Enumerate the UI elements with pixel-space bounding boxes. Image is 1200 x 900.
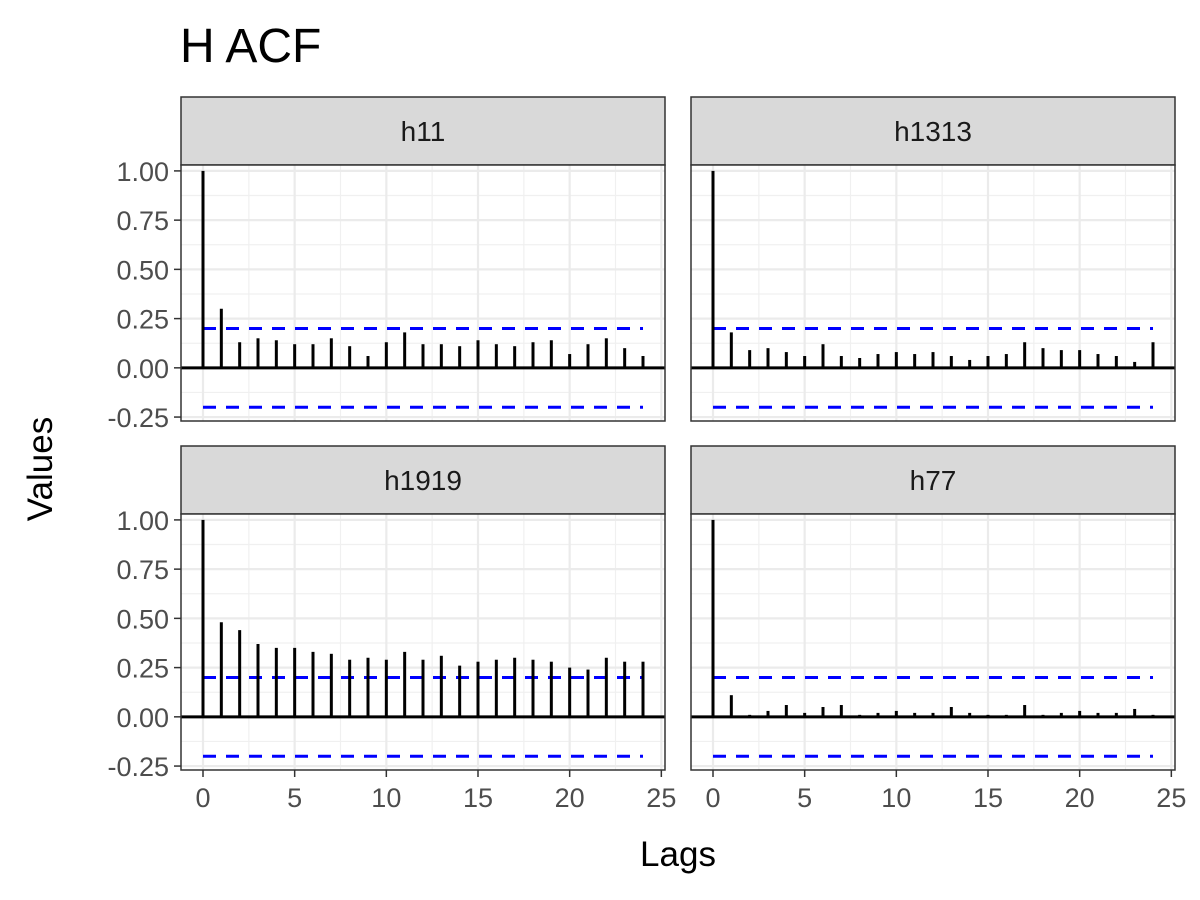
panel-border <box>180 164 666 422</box>
strip-header <box>180 445 666 515</box>
strip-label: h1313 <box>894 116 972 147</box>
y-axis-title: Values <box>21 417 60 521</box>
y-tick-label: 0.00 <box>116 703 169 733</box>
y-tick-label: 0.25 <box>116 305 169 335</box>
y-tick-label: 0.75 <box>116 555 169 585</box>
strip-header <box>180 96 666 166</box>
strip-header <box>690 445 1176 515</box>
chart-title: H ACF <box>180 20 321 73</box>
y-tick-label: -0.25 <box>107 403 169 433</box>
y-tick-label: 0.25 <box>116 654 169 684</box>
x-tick-label: 5 <box>797 783 812 813</box>
x-tick-label: 0 <box>195 783 210 813</box>
y-tick-label: 1.00 <box>116 506 169 536</box>
facet-panels: h11 -0.25 0.00 0.25 0.50 0.75 1.00 h1313 h1919 -0… <box>107 96 1186 813</box>
strip-label: h1919 <box>384 465 462 496</box>
x-tick-label: 0 <box>705 783 720 813</box>
panel-background <box>181 514 665 770</box>
x-tick-label: 20 <box>555 783 585 813</box>
panel-border <box>180 513 666 771</box>
strip-header <box>690 96 1176 166</box>
panel-background <box>181 165 665 421</box>
panel-border <box>690 164 1176 422</box>
panel-background <box>691 165 1175 421</box>
facet-panel-h11: h11 -0.25 0.00 0.25 0.50 0.75 1.00 <box>107 96 666 433</box>
x-tick-label: 15 <box>463 783 493 813</box>
y-tick-label: 0.50 <box>116 604 169 634</box>
x-axis-title: Lags <box>640 835 716 874</box>
y-tick-label: 0.75 <box>116 206 169 236</box>
x-tick-label: 15 <box>973 783 1003 813</box>
facet-panel-h1313: h1313 <box>690 96 1176 422</box>
x-tick-label: 20 <box>1065 783 1095 813</box>
y-tick-label: 0.00 <box>116 354 169 384</box>
x-tick-label: 10 <box>881 783 911 813</box>
strip-label: h77 <box>910 465 957 496</box>
facet-panel-h77: h77 0 5 10 15 20 25 <box>690 445 1186 813</box>
y-tick-label: 1.00 <box>116 157 169 187</box>
y-tick-label: 0.50 <box>116 255 169 285</box>
x-tick-label: 25 <box>646 783 676 813</box>
x-tick-label: 10 <box>371 783 401 813</box>
x-tick-label: 5 <box>287 783 302 813</box>
y-tick-label: -0.25 <box>107 752 169 782</box>
x-tick-label: 25 <box>1156 783 1186 813</box>
strip-label: h11 <box>401 116 446 147</box>
panel-background <box>691 514 1175 770</box>
facet-panel-h1919: h1919 -0.25 0.00 0.25 0.50 0.75 1.00 0 5 10 15 20 25 <box>107 445 676 813</box>
panel-border <box>690 513 1176 771</box>
